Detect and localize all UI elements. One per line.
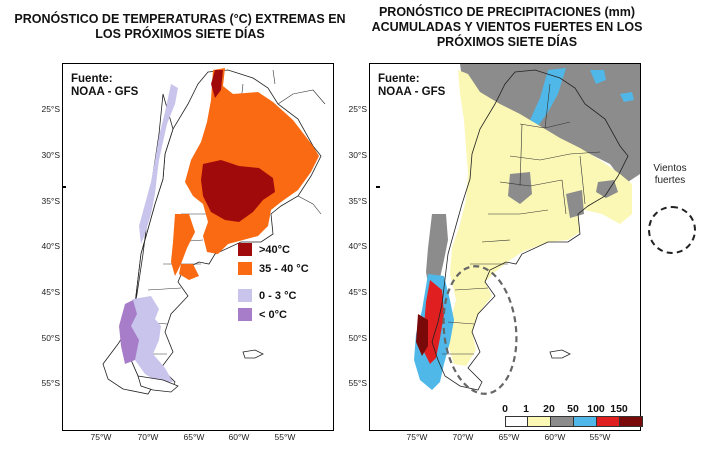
legend-label-cold: 0 - 3 °C [259, 289, 297, 302]
legend-cold: 0 - 3 °C [238, 289, 296, 302]
precip-darkred-south [416, 314, 428, 356]
lat-label-right-30s: 30°S [348, 150, 367, 160]
lat-label-left-45s: 45°S [41, 287, 60, 297]
lon-label-left-75w: 75°W [90, 432, 112, 442]
legend-swatch-freezing [238, 308, 252, 321]
temperature-title-line1: PRONÓSTICO DE TEMPERATURAS (°C) EXTREMAS… [14, 12, 346, 26]
scale-swatch-1 [527, 416, 551, 427]
scale-label-0: 0 [502, 403, 508, 415]
precip-grey-east [566, 190, 584, 218]
cold-zone-south [125, 296, 173, 382]
precipitation-source-label: Fuente: [378, 73, 420, 85]
lon-label-left-65w: 65°W [183, 432, 205, 442]
lat-label-left-35s: 35°S [41, 196, 60, 206]
precipitation-map: Fuente: NOAA - GFS [369, 63, 641, 431]
precipitation-title-line1: PRONÓSTICO DE PRECIPITACIONES (mm) [378, 5, 636, 19]
lon-label-right-65w: 65°W [498, 432, 520, 442]
freezing-zone [119, 300, 139, 364]
scale-label-1: 1 [523, 403, 529, 415]
wind-legend-label: Vientos fuertes [645, 163, 695, 187]
lat-label-right-25s: 25°S [348, 104, 367, 114]
tierra-del-fuego [137, 375, 179, 393]
precip-grey-central [508, 172, 532, 204]
legend-swatch-cold [238, 289, 252, 302]
hot-zone-orange-sw [171, 214, 195, 276]
strong-wind-zone [442, 265, 518, 395]
argentina-outline [431, 69, 629, 391]
legend-swatch-high-heat [238, 262, 252, 275]
legend-high-heat: 35 - 40 °C [238, 262, 309, 275]
legend-label-high-heat: 35 - 40 °C [259, 262, 309, 275]
legend-label-extreme-heat: >40°C [259, 243, 291, 256]
legend-swatch-extreme-heat [238, 243, 252, 256]
precip-yellow-main [448, 70, 632, 366]
lat-label-right-50s: 50°S [348, 333, 367, 343]
scale-label-5: 150 [610, 403, 628, 415]
precip-blue-north-2 [590, 70, 606, 84]
lon-label-right-70w: 70°W [452, 432, 474, 442]
lat-label-left-55s: 55°S [41, 378, 60, 388]
temperature-map: Fuente: NOAA - GFS [62, 63, 334, 431]
precipitation-source: Fuente: NOAA - GFS [378, 73, 445, 99]
lon-label-left-55w: 55°W [274, 432, 296, 442]
precipitation-map-graphic [414, 64, 640, 395]
lat-label-left-50s: 50°S [41, 333, 60, 343]
lat-label-right-45s: 45°S [348, 287, 367, 297]
lat-label-right-55s: 55°S [348, 378, 367, 388]
temperature-title-line2: LOS PRÓXIMOS SIETE DÍAS [95, 27, 265, 41]
lat-label-left-30s: 30°S [41, 150, 60, 160]
legend-label-freezing: < 0°C [259, 308, 287, 321]
temperature-source-value: NOAA - GFS [71, 86, 139, 98]
scale-swatch-0 [505, 416, 528, 427]
axis-tick-right [376, 186, 380, 188]
precipitation-source-value: NOAA - GFS [378, 86, 446, 98]
scale-label-3: 50 [567, 403, 579, 415]
temperature-map-graphic [102, 68, 326, 395]
scale-swatch-2 [550, 416, 574, 427]
scale-label-2: 20 [543, 403, 555, 415]
temperature-map-title: PRONÓSTICO DE TEMPERATURAS (°C) EXTREMAS… [10, 12, 350, 42]
hot-zone-orange-spot [179, 264, 199, 280]
falklands [242, 349, 264, 359]
precip-blue-north-1 [530, 68, 566, 126]
lat-label-right-40s: 40°S [348, 241, 367, 251]
cold-zone-north [139, 84, 178, 244]
precipitation-title-line2: ACUMULADAS Y VIENTOS FUERTES EN LOS [371, 20, 643, 34]
lon-label-right-55w: 55°W [589, 432, 611, 442]
scale-swatch-5 [619, 416, 643, 427]
wind-legend-line2: fuertes [654, 175, 686, 186]
legend-freezing: < 0°C [238, 308, 287, 321]
hot-zone-extreme-north [211, 70, 223, 98]
lon-label-right-60w: 60°W [544, 432, 566, 442]
wind-legend-symbol [648, 206, 696, 254]
precip-grey-north [460, 64, 640, 184]
province-lines [442, 83, 601, 355]
lon-label-right-75w: 75°W [406, 432, 428, 442]
precip-blue-north-3 [620, 92, 634, 102]
lon-label-left-70w: 70°W [137, 432, 159, 442]
lat-label-left-40s: 40°S [41, 241, 60, 251]
lat-label-right-35s: 35°S [348, 196, 367, 206]
temperature-source-label: Fuente: [71, 73, 113, 85]
temperature-source: Fuente: NOAA - GFS [71, 73, 138, 99]
axis-tick-left [62, 186, 66, 188]
precipitation-title-line3: PRÓXIMOS SIETE DÍAS [436, 35, 578, 49]
lat-label-left-25s: 25°S [41, 104, 60, 114]
legend-extreme-heat: >40°C [238, 243, 290, 256]
lon-label-left-60w: 60°W [228, 432, 250, 442]
scale-label-4: 100 [587, 403, 605, 415]
precip-red-south [424, 280, 444, 364]
wind-legend-line1: Vientos [653, 163, 687, 174]
precipitation-map-title: PRONÓSTICO DE PRECIPITACIONES (mm) ACUMU… [362, 5, 652, 50]
scale-swatch-3 [573, 416, 597, 427]
falklands [549, 349, 571, 359]
neighbor-outlines [272, 69, 326, 215]
hot-zone-extreme [201, 160, 275, 222]
scale-swatch-4 [596, 416, 620, 427]
